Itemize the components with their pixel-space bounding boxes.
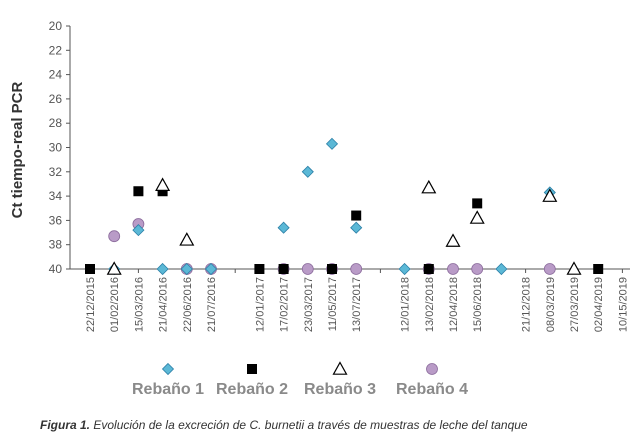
y-tick-label: 26: [49, 92, 63, 106]
y-tick-label: 34: [49, 189, 63, 203]
legend-rebano-2-marker: [247, 364, 257, 374]
axes: [69, 26, 630, 270]
rebano-1-point: [180, 262, 193, 276]
figure-caption: Figura 1. Evolución de la excreción de C…: [40, 418, 630, 432]
legend-rebano-4-label: Rebaño 4: [396, 381, 468, 398]
rebano-1-point: [398, 262, 411, 276]
rebano-2-point: [593, 264, 604, 274]
rebano-4-point: [447, 263, 459, 275]
x-tick-label: 12/01/2018: [400, 277, 412, 332]
x-tick-label: 08/03/2019: [545, 277, 557, 332]
legend: Rebaño 1 Rebaño 2 Rebaño 3 Rebaño 4: [132, 361, 468, 398]
rebano-2-point: [157, 186, 168, 197]
x-tick-label: 23/03/2017: [303, 277, 315, 332]
x-tick-label: 11/05/2017: [327, 277, 339, 331]
rebano-1-point: [277, 221, 290, 234]
legend-rebano-3-marker: [332, 361, 348, 375]
x-tick-label: 10/15/2019: [617, 277, 629, 332]
rebano-2-point: [278, 264, 289, 274]
legend-rebano-4-marker: [426, 363, 438, 375]
legend-rebano-2-label: Rebaño 2: [216, 381, 288, 398]
y-tick-label: 30: [49, 141, 63, 155]
rebano-4-point: [108, 230, 121, 243]
data-points: [85, 137, 604, 276]
x-tick-label: 22/06/2016: [182, 277, 194, 332]
rebano-3-point: [542, 188, 558, 202]
rebano-1-point: [325, 137, 339, 150]
y-tick-label: 24: [49, 68, 63, 82]
rebano-3-point: [421, 179, 437, 194]
rebano-1-point: [204, 262, 218, 276]
rebano-1-point: [156, 262, 169, 276]
legend-rebano-1-label: Rebaño 1: [132, 381, 204, 398]
x-tick-label: 01/02/2016: [109, 277, 121, 332]
y-tick-label: 20: [49, 19, 63, 33]
rebano-1-point: [350, 221, 363, 234]
rebano-2-point: [423, 264, 434, 274]
y-tick-label: 32: [49, 165, 63, 179]
rebano-4-point: [350, 263, 363, 275]
x-tick-label: 21/12/2018: [521, 277, 533, 332]
rebano-4-point: [543, 263, 556, 275]
rebano-2-point: [472, 198, 483, 209]
x-tick-label: 15/06/2018: [472, 277, 484, 332]
y-tick-label: 28: [49, 116, 63, 130]
rebano-1-point: [495, 262, 508, 276]
legend-rebano-1-marker: [161, 362, 175, 376]
x-tick-label: 15/03/2016: [133, 277, 145, 332]
rebano-4-point: [301, 263, 314, 275]
x-tick-label: 21/04/2016: [158, 277, 170, 332]
y-tick-label: 22: [49, 43, 63, 57]
rebano-2-point: [254, 264, 265, 274]
legend-rebano-3-label: Rebaño 3: [304, 381, 376, 398]
y-ticks: 20 22 24 26 28 30 32 34 36 38 40: [49, 19, 70, 276]
rebano-3-point: [179, 232, 195, 246]
rebano-2-point: [85, 264, 95, 274]
y-tick-label: 36: [49, 213, 63, 227]
rebano-2-point: [351, 210, 362, 221]
x-tick-label: 22/12/2015: [85, 277, 97, 332]
rebano-1-point: [301, 165, 314, 178]
x-tick-label: 21/07/2016: [206, 277, 218, 332]
y-tick-label: 40: [49, 262, 63, 276]
x-ticks: 22/12/2015 01/02/2016 15/03/2016 21/04/2016…: [85, 269, 629, 332]
rebano-3-point: [155, 177, 171, 191]
x-tick-label: 12/01/2017: [254, 277, 266, 332]
rebano-2-point: [133, 186, 144, 197]
rebano-3-point: [106, 261, 122, 275]
caption-text: Evolución de la excreción de C. burnetii…: [90, 418, 528, 432]
rebano-4-point: [471, 263, 484, 275]
x-tick-label: 02/04/2019: [593, 277, 605, 332]
rebano-3-point: [566, 261, 582, 275]
y-tick-label: 38: [49, 238, 63, 252]
rebano-3-point: [469, 210, 485, 224]
x-tick-label: 13/07/2017: [351, 277, 363, 332]
rebano-1-point: [132, 224, 145, 237]
rebano-2-point: [327, 264, 337, 274]
rebano-3-point: [445, 233, 461, 247]
x-tick-label: 17/02/2017: [279, 277, 291, 332]
caption-label: Figura 1.: [40, 418, 91, 432]
y-axis-label: Ct tiempo-real PCR: [9, 81, 26, 218]
x-tick-label: 12/04/2018: [448, 277, 460, 332]
x-tick-label: 27/03/2019: [569, 277, 581, 332]
x-tick-label: 13/02/2018: [424, 277, 436, 332]
